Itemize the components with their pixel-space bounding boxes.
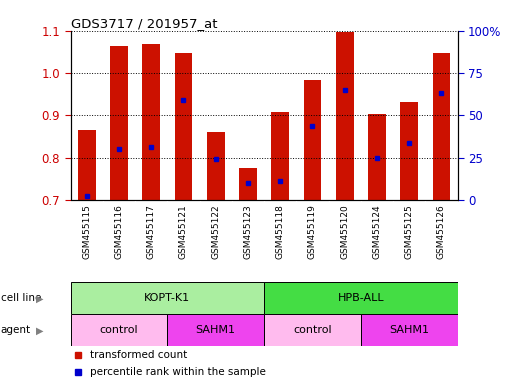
Bar <box>368 114 386 200</box>
Text: cell line: cell line <box>1 293 41 303</box>
Bar <box>304 80 321 200</box>
Bar <box>336 32 354 200</box>
Bar <box>264 314 361 346</box>
Bar <box>361 314 458 346</box>
Text: GSM455116: GSM455116 <box>115 204 123 259</box>
Text: GSM455120: GSM455120 <box>340 204 349 259</box>
Bar <box>110 46 128 200</box>
Bar <box>264 283 458 314</box>
Text: agent: agent <box>1 325 31 335</box>
Bar <box>71 283 264 314</box>
Text: control: control <box>100 325 138 335</box>
Bar <box>142 44 160 200</box>
Text: GSM455119: GSM455119 <box>308 204 317 259</box>
Text: GSM455123: GSM455123 <box>244 204 253 259</box>
Text: GSM455117: GSM455117 <box>147 204 156 259</box>
Bar <box>167 314 264 346</box>
Text: GSM455121: GSM455121 <box>179 204 188 259</box>
Text: SAHM1: SAHM1 <box>389 325 429 335</box>
Text: GSM455115: GSM455115 <box>82 204 91 259</box>
Text: GSM455125: GSM455125 <box>405 204 414 259</box>
Text: ▶: ▶ <box>36 293 43 303</box>
Text: percentile rank within the sample: percentile rank within the sample <box>90 367 266 377</box>
Text: KOPT-K1: KOPT-K1 <box>144 293 190 303</box>
Text: GSM455124: GSM455124 <box>372 204 381 258</box>
Text: SAHM1: SAHM1 <box>196 325 236 335</box>
Text: GSM455118: GSM455118 <box>276 204 285 259</box>
Text: transformed count: transformed count <box>90 350 187 360</box>
Bar <box>207 132 224 200</box>
Bar <box>271 112 289 200</box>
Text: control: control <box>293 325 332 335</box>
Bar <box>175 53 192 200</box>
Bar <box>71 314 167 346</box>
Text: GSM455126: GSM455126 <box>437 204 446 259</box>
Text: GSM455122: GSM455122 <box>211 204 220 258</box>
Text: ▶: ▶ <box>36 325 43 335</box>
Bar <box>78 130 96 200</box>
Bar <box>401 102 418 200</box>
Bar <box>239 168 257 200</box>
Text: HPB-ALL: HPB-ALL <box>337 293 384 303</box>
Bar <box>433 53 450 200</box>
Text: GDS3717 / 201957_at: GDS3717 / 201957_at <box>71 17 217 30</box>
